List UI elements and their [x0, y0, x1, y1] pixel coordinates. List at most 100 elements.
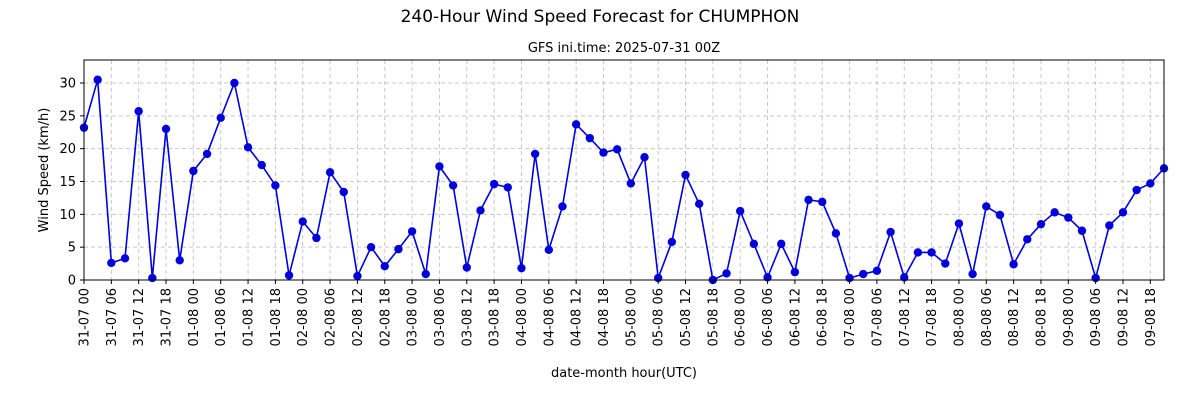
data-point — [736, 206, 745, 216]
data-point — [462, 263, 471, 272]
data-point — [161, 124, 171, 134]
x-tick-label: 04-08 00 — [515, 288, 530, 346]
x-axis-label: date-month hour(UTC) — [551, 366, 697, 381]
x-tick-label: 31-07 18 — [160, 288, 175, 346]
x-tick-label: 07-08 06 — [870, 288, 885, 346]
x-tick-label: 06-08 00 — [734, 288, 749, 346]
data-point — [134, 107, 143, 116]
data-point — [407, 227, 417, 236]
data-point — [271, 181, 280, 190]
data-point — [1036, 219, 1046, 229]
data-point — [148, 273, 157, 283]
series-line — [83, 78, 1165, 281]
x-tick-label: 03-08 06 — [433, 288, 448, 346]
data-point — [216, 113, 225, 122]
plot-frame — [83, 59, 1165, 281]
grid — [83, 60, 1164, 281]
chart-title: 240-Hour Wind Speed Forecast for CHUMPHO… — [401, 7, 800, 27]
data-point — [1146, 179, 1155, 188]
data-point — [722, 269, 731, 278]
x-tick-label: 05-08 06 — [652, 288, 667, 346]
data-point — [667, 237, 677, 247]
y-tick-label: 15 — [59, 175, 76, 190]
data-point — [353, 271, 362, 281]
data-point — [1118, 208, 1128, 217]
data-point — [763, 273, 772, 282]
data-point — [339, 187, 348, 197]
data-point — [298, 217, 307, 226]
x-tick-label: 07-08 12 — [898, 288, 913, 346]
data-point — [585, 133, 595, 143]
x-tick-label: 09-08 06 — [1089, 288, 1104, 346]
data-point — [831, 229, 841, 238]
x-tick-label: 31-07 06 — [105, 288, 120, 346]
y-tick-label: 25 — [59, 109, 76, 124]
data-point — [681, 170, 690, 180]
data-point — [544, 245, 554, 254]
data-point — [954, 219, 964, 228]
x-tick-label: 03-08 12 — [460, 288, 475, 346]
data-point — [818, 197, 827, 207]
data-point — [941, 259, 950, 268]
y-tick-label: 0 — [68, 274, 76, 289]
data-point — [107, 258, 116, 268]
chart-subtitle: GFS ini.time: 2025-07-31 00Z — [528, 41, 720, 56]
data-point — [968, 269, 977, 279]
data-point — [1023, 235, 1032, 244]
data-point — [284, 271, 294, 280]
x-tick-label: 05-08 18 — [706, 288, 721, 346]
data-point — [366, 242, 376, 252]
x-tick-label: 08-08 12 — [1007, 288, 1022, 346]
data-point — [913, 248, 923, 257]
y-tick-label: 5 — [68, 241, 76, 256]
data-point — [530, 149, 540, 159]
x-tick-label: 03-08 18 — [488, 288, 503, 346]
data-point — [777, 239, 786, 249]
y-tick-label: 10 — [59, 208, 76, 223]
data-point — [927, 248, 936, 257]
data-point — [517, 263, 526, 273]
x-tick-label: 04-08 18 — [597, 288, 612, 346]
axes: 0 5 10 15 20 25 30 31-07 00 31-07 06 31-07 12 31-0… — [59, 76, 1158, 346]
x-tick-label: 02-08 00 — [296, 288, 311, 346]
x-tick-label: 31-07 12 — [132, 288, 147, 346]
x-tick-label: 01-08 18 — [269, 288, 284, 346]
y-tick-label: 30 — [59, 76, 76, 91]
data-point — [982, 202, 991, 211]
data-point — [489, 179, 499, 189]
data-point — [243, 143, 253, 152]
x-tick-label: 09-08 12 — [1116, 288, 1131, 346]
data-point — [257, 160, 266, 170]
data-point — [571, 120, 581, 129]
data-point — [872, 266, 882, 276]
data-point — [448, 181, 458, 190]
data-point — [1050, 208, 1059, 217]
data-point — [640, 152, 649, 162]
data-point — [886, 227, 895, 237]
x-tick-label: 02-08 12 — [351, 288, 366, 346]
data-point — [612, 145, 622, 154]
data-point — [859, 269, 868, 279]
data-point — [435, 162, 444, 171]
x-tick-label: 06-08 12 — [788, 288, 803, 346]
data-point — [1105, 221, 1114, 230]
data-point — [1132, 185, 1141, 195]
x-tick-label: 07-08 00 — [843, 288, 858, 346]
data-point — [189, 166, 198, 176]
data-point — [995, 210, 1005, 220]
data-point — [694, 199, 704, 209]
y-tick-label: 20 — [59, 142, 76, 157]
x-tick-label: 02-08 06 — [324, 288, 339, 346]
data-point — [394, 244, 403, 254]
data-point — [558, 202, 567, 211]
data-point — [1077, 226, 1087, 235]
x-tick-label: 08-08 18 — [1034, 288, 1049, 346]
data-point — [380, 262, 389, 271]
data-point — [503, 183, 512, 192]
data-point — [120, 254, 130, 263]
x-tick-label: 01-08 06 — [214, 288, 229, 346]
x-tick-label: 08-08 06 — [980, 288, 995, 346]
data-point — [421, 269, 430, 279]
